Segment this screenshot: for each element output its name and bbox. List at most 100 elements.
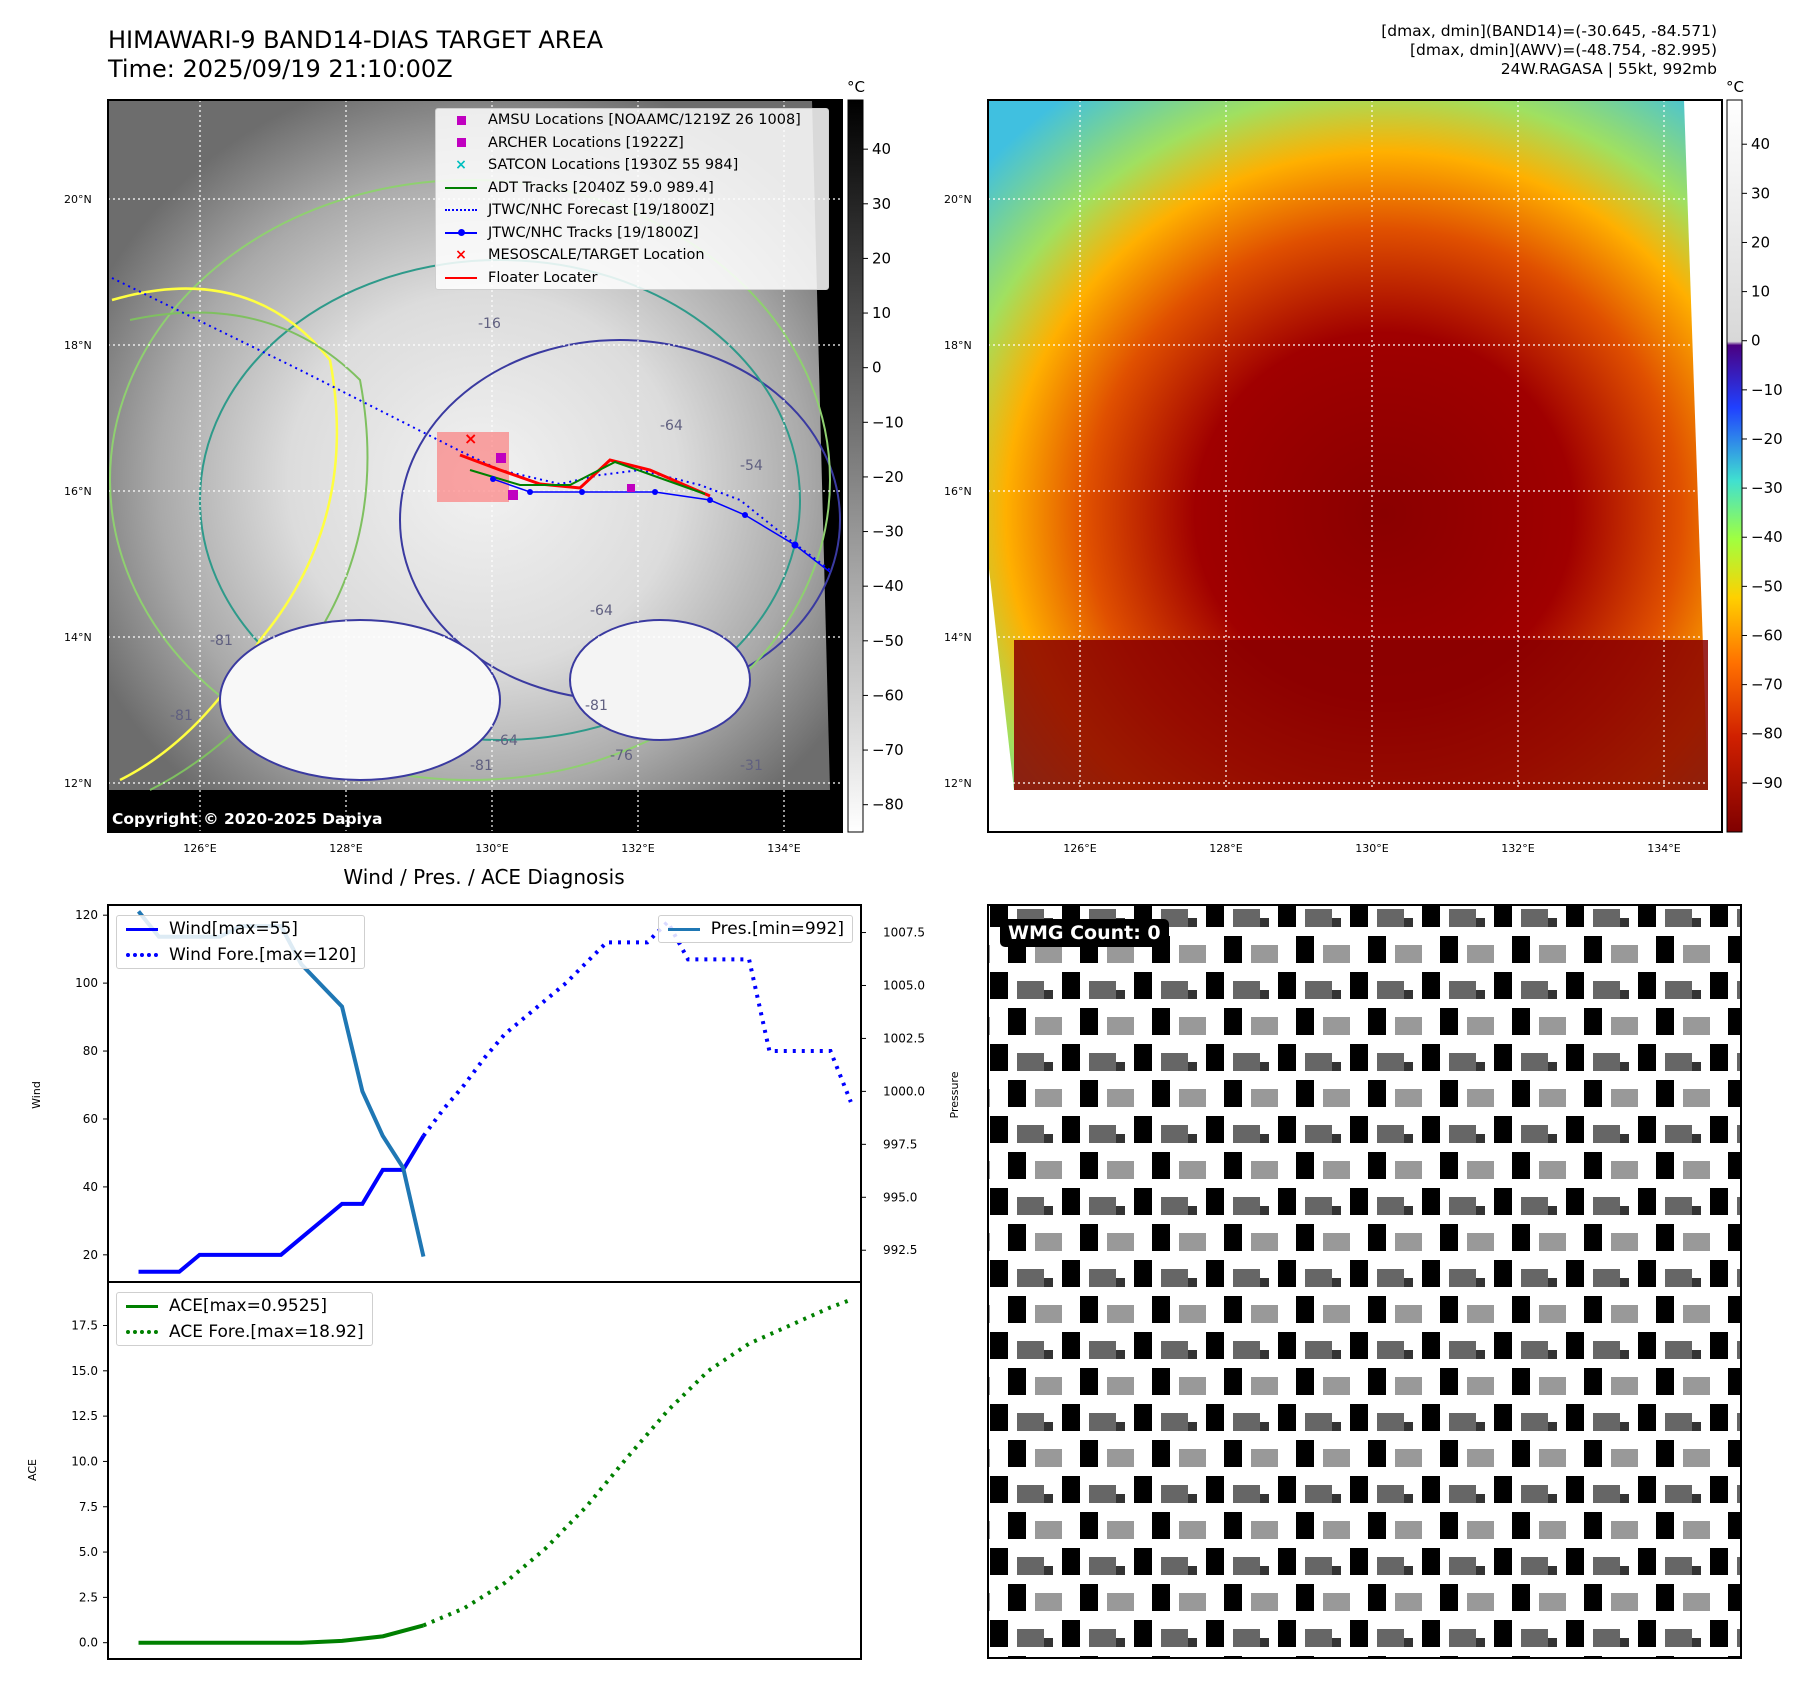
colorbar-tick-label: −80 [1751,725,1783,743]
legend-label: JTWC/NHC Forecast [19/1800Z] [488,202,715,219]
colorbar-unit: °C [847,78,865,96]
contour-label: -81 [170,708,193,724]
floater-locater-track [459,453,711,498]
lat-tick: 16°N [64,485,92,498]
colorbar-tick-label: −30 [1751,479,1783,497]
wind-legend: Wind[max=55] Wind Fore.[max=120] [116,915,366,969]
lat-tick: 12°N [64,777,92,790]
red-x-icon: × [455,247,467,264]
colorbar-tick-label: −60 [872,686,904,704]
blue-dotted-line-icon [444,209,478,212]
diagnosis-title: Wind / Pres. / ACE Diagnosis [343,865,624,889]
awv-map [987,99,1723,833]
contour-label: -81 [210,633,233,649]
wmg-count-badge: WMG Count: 0 [1000,919,1169,947]
blue-line-icon [125,927,159,931]
lon-tick: 126°E [1063,842,1096,855]
series-line [138,1134,426,1274]
gray-colorbar-ticks: 40 30 20 10 0 −10 −20 −30 −40 −50 −60 −70 −80 [863,140,904,814]
contour-labels: -16 -64 -64 -81 -81 -81 -81 -64 -76 -54 … [170,316,763,774]
y2-tick-label: 1000.0 [883,1084,925,1098]
adt-track [469,460,706,495]
legend-item-archer: ARCHER Locations [1922Z] [436,132,828,155]
y-tick-label: 0.0 [79,1636,98,1650]
map1-lon-ticks: 126°E 128°E 130°E 132°E 134°E [183,842,800,855]
jtwc-track [492,478,831,573]
blue-line-dot-icon [444,228,478,236]
y-tick-label: 2.5 [79,1590,98,1604]
wmg-panel [987,904,1742,1659]
info-line-3: 24W.RAGASA | 55kt, 992mb [1500,60,1717,78]
lon-tick: 134°E [1647,842,1680,855]
map-frame [987,99,1723,833]
wmg-pixel-field [987,904,1742,1659]
legend-label: ARCHER Locations [1922Z] [488,134,684,151]
ir-imagery [988,100,1708,790]
map2-lon-ticks: 126°E 128°E 130°E 132°E 134°E [1063,842,1680,855]
legend-label: Wind Fore.[max=120] [169,945,357,965]
pressure-legend: Pres.[min=992] [657,915,853,943]
y-tick-label: 120 [75,908,98,922]
colorbar-tick-label: −40 [872,577,904,595]
lon-tick: 130°E [475,842,508,855]
cold-cloud-region [569,619,751,741]
target-area-box [437,432,509,502]
contour-label: -31 [740,758,763,774]
contour-yellow [111,287,339,782]
lat-tick: 14°N [64,631,92,644]
map-gridlines [988,100,1722,832]
jtwc-track-points [490,476,799,549]
series-line [421,918,853,1138]
lon-tick: 132°E [1501,842,1534,855]
y-tick-label: 60 [83,1112,98,1126]
lat-tick: 16°N [944,485,972,498]
y-tick-label: 15.0 [71,1364,98,1378]
title-line-1: HIMAWARI-9 BAND14-DIAS TARGET AREA [108,26,604,54]
lat-tick: 14°N [944,631,972,644]
legend-label: Floater Locater [488,269,598,286]
green-line-icon [444,186,478,189]
cold-cloud-region [219,619,501,781]
ir-cold-band [1014,640,1708,790]
colorbar-tick-label: −70 [872,741,904,759]
colorbar-tick-label: 10 [1751,283,1770,301]
blue-dotted-line-icon [125,953,159,957]
lon-tick: 130°E [1355,842,1388,855]
pressure-axis-label: Pressure [948,1071,961,1118]
red-line-icon [444,276,478,279]
colorbar-tick-label: −20 [1751,430,1783,448]
colorbar-tick-label: −70 [1751,676,1783,694]
contour-label: -64 [590,603,613,619]
magenta-square-icon [444,138,478,148]
archer-amsu-points [496,453,635,500]
legend-item-target: × MESOSCALE/TARGET Location [436,244,828,267]
lon-tick: 128°E [1209,842,1242,855]
lon-tick: 134°E [767,842,800,855]
y2-tick-label: 1005.0 [883,978,925,992]
series-line [422,1297,852,1628]
colorbar-tick-label: 0 [1751,332,1761,350]
gray-colorbar: °C 40 30 20 10 0 −10 −20 −30 −40 −50 −60 −70 −80 [847,78,904,833]
y2-tick-label: 1002.5 [883,1031,925,1045]
y-tick-label: 5.0 [79,1545,98,1559]
info-line-1: [dmax, dmin](BAND14)=(-30.645, -84.571) [1381,22,1717,40]
legend-label: JTWC/NHC Tracks [19/1800Z] [488,224,699,241]
legend-label: Wind[max=55] [169,919,298,939]
title-line-2: Time: 2025/09/19 21:10:00Z [108,55,453,83]
cyan-x-icon: × [455,157,467,174]
legend-label: Pres.[min=992] [710,919,844,939]
lat-tick: 20°N [944,193,972,206]
y-tick-label: 20 [83,1248,98,1262]
y2-tick-label: 995.0 [883,1190,917,1204]
colorbar-tick-label: −50 [872,632,904,650]
legend-item-adt: ADT Tracks [2040Z 59.0 989.4] [436,177,828,200]
lon-tick: 128°E [329,842,362,855]
y-tick-label: 12.5 [71,1409,98,1423]
lon-tick: 132°E [621,842,654,855]
map1-lat-ticks: 20°N 18°N 16°N 14°N 12°N [64,193,92,790]
y-tick-label: 40 [83,1180,98,1194]
legend-label: ACE[max=0.9525] [169,1296,327,1316]
colorbar-tick-label: −60 [1751,626,1783,644]
legend-item-ace: ACE[max=0.9525] [117,1293,372,1319]
